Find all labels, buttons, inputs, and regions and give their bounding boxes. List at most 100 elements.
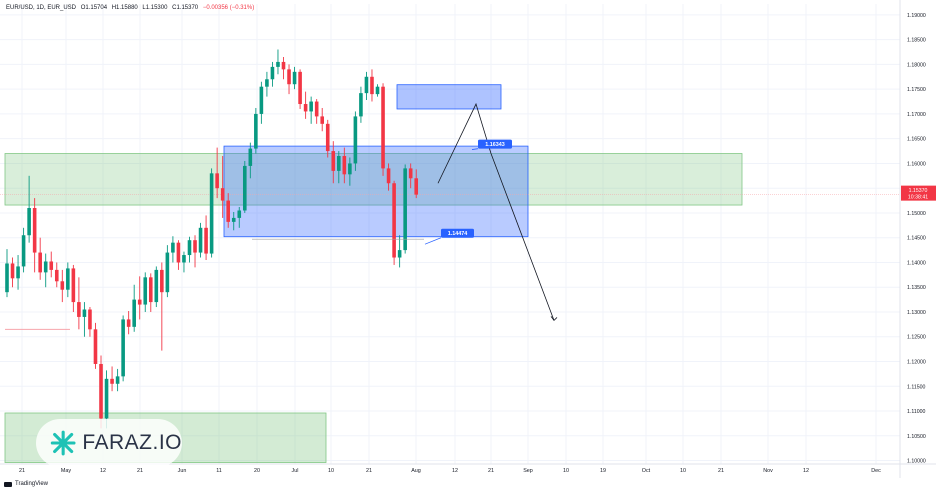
candle-body [32, 208, 37, 253]
candle-body [126, 319, 131, 327]
candle-body [237, 210, 242, 218]
symbol-name[interactable]: EUR/USD, 1D, EUR_USD [6, 5, 77, 11]
candle-body [148, 277, 153, 303]
candle-body [49, 261, 54, 270]
price-tick-label: 1.16500 [907, 137, 926, 143]
price-tick-label: 1.17000 [907, 112, 926, 118]
candle-body [281, 61, 286, 70]
candle-body [10, 263, 15, 279]
candle-body [71, 268, 76, 303]
candle-body [99, 363, 103, 419]
time-tick-label: Aug [411, 468, 421, 474]
candle-body [16, 266, 20, 279]
supply-zone-blue [396, 84, 502, 110]
candle-body [143, 277, 148, 305]
candle-body [309, 101, 313, 112]
candle-body [375, 86, 380, 95]
price-tick-label: 1.11500 [907, 384, 925, 390]
level-label-lower-pointer [424, 237, 442, 245]
time-tick-label: May [61, 468, 71, 474]
level-label-upper-pointer [471, 148, 479, 150]
current-price-label: 1.15370 [909, 188, 928, 194]
time-tick-label: 19 [600, 468, 606, 474]
candle-body [43, 261, 48, 273]
price-tick-label: 1.13000 [907, 310, 926, 316]
candle-body [408, 168, 413, 179]
time-tick-label: Oct [642, 468, 651, 474]
price-tick-label: 1.12000 [907, 360, 926, 366]
price-tick-label: 1.18500 [907, 38, 926, 44]
candle-body [381, 86, 385, 169]
demand-zone-blue [223, 145, 529, 238]
support-zone-green [4, 153, 743, 206]
faraz-logo-icon [50, 430, 76, 456]
candle-body [298, 71, 302, 105]
price-tick-label: 1.16000 [907, 161, 926, 167]
candle-body [82, 309, 87, 317]
candle-body [77, 302, 81, 317]
candle-body [226, 200, 230, 222]
candle-body [287, 69, 291, 85]
candle-body [5, 263, 9, 293]
candle-body [353, 116, 358, 164]
projection-drawings: 1.16343 1.14474 [252, 102, 558, 322]
candle-body [110, 378, 114, 384]
level-label-upper: 1.16343 [485, 142, 505, 148]
candle-body [198, 227, 203, 253]
current-price-tag [901, 185, 936, 201]
time-tick-label: 12 [100, 468, 106, 474]
candle-body [21, 235, 26, 267]
level-label-lower: 1.14474 [448, 231, 468, 237]
candle-body [176, 242, 181, 263]
candle-body [27, 208, 31, 236]
time-tick-label: 10 [328, 468, 334, 474]
candle-body [397, 250, 402, 258]
candle-body [292, 71, 297, 85]
candle-body [276, 61, 280, 67]
candle-body [209, 173, 214, 254]
time-tick-label: 21 [19, 468, 25, 474]
candle-body [154, 269, 159, 303]
time-tick-label: 21 [488, 468, 494, 474]
chart-zones [0, 84, 900, 463]
time-tick-label: 10 [680, 468, 686, 474]
candle-body [187, 240, 192, 256]
candle-body [60, 281, 65, 290]
time-tick-label: 21 [137, 468, 143, 474]
candle-body [320, 116, 325, 124]
time-tick-label: Nov [763, 468, 773, 474]
candle-body [132, 299, 136, 327]
price-tick-label: 1.14000 [907, 260, 926, 266]
chart-axes: 1.19000 1.18500 1.18000 1.17500 1.17000 1.165… [0, 0, 936, 478]
candle-body [259, 86, 264, 114]
candle-body [121, 319, 125, 377]
candle-body [325, 123, 330, 152]
low-value: L1.15300 [142, 5, 168, 11]
candle-body [303, 104, 308, 112]
candle-body [115, 376, 120, 384]
candle-body [270, 66, 275, 80]
time-tick-label: 12 [452, 468, 458, 474]
time-tick-label: 12 [803, 468, 809, 474]
time-tick-label: 10 [563, 468, 569, 474]
candle-body [392, 183, 396, 258]
candle-body [182, 255, 186, 263]
candle-body [215, 173, 219, 189]
time-tick-label: 21 [366, 468, 372, 474]
tradingview-footer[interactable]: TradingView [4, 481, 48, 487]
time-tick-label: Sep [523, 468, 533, 474]
candle-body [370, 76, 374, 95]
candle-body [359, 93, 363, 117]
projection-arrowhead [550, 316, 558, 322]
candle-body [193, 240, 197, 253]
level-label-upper-box [478, 139, 512, 149]
candle-body [204, 227, 208, 254]
candle-body [93, 329, 98, 364]
candle-body [54, 269, 59, 282]
countdown-label: 10:38:41 [908, 195, 928, 201]
price-tick-label: 1.18000 [907, 62, 926, 68]
price-tick-label: 1.19000 [907, 13, 926, 19]
candle-body [337, 156, 341, 171]
candle-body [403, 168, 407, 251]
